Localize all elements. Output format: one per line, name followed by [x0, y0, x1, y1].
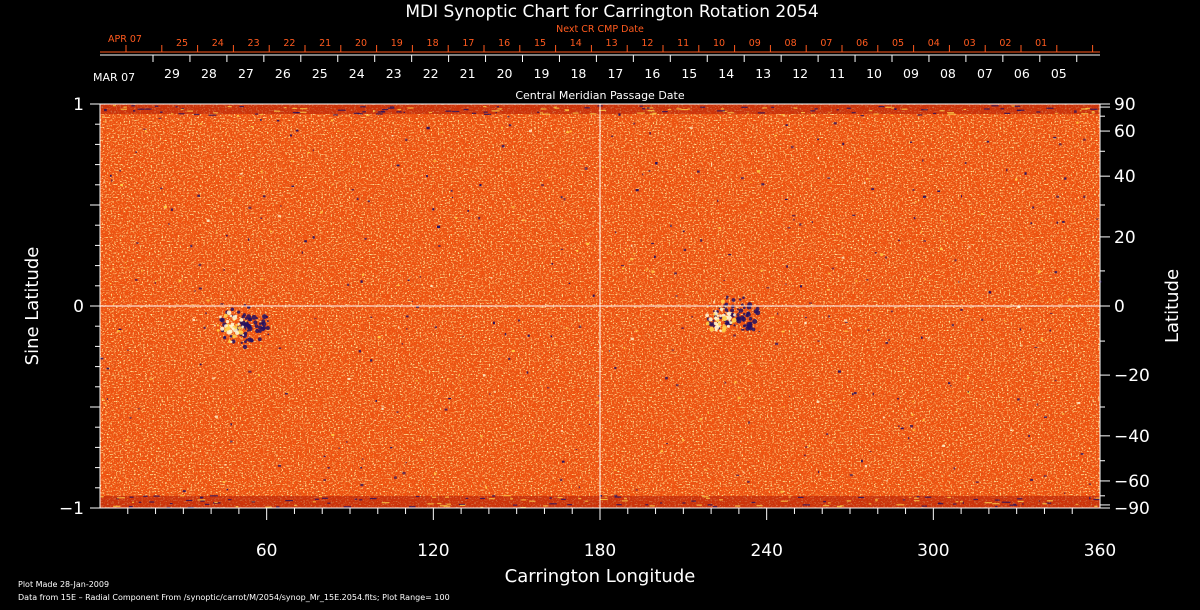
active-region-2 [705, 295, 761, 333]
next-cr-day-label: 07 [820, 38, 832, 49]
cmp-day-label: 05 [1051, 66, 1067, 81]
y-right-tick-label: −40 [1114, 427, 1150, 447]
next-cr-day-label: 25 [176, 38, 188, 49]
cmp-day-label: 14 [718, 66, 734, 81]
next-cr-day-label: 19 [391, 38, 403, 49]
next-cr-axis-title: Next CR CMP Date [556, 24, 644, 35]
next-cr-day-label: 08 [785, 38, 797, 49]
cmp-day-label: 27 [238, 66, 254, 81]
next-cr-day-label: 20 [355, 38, 367, 49]
next-cr-day-label: 05 [892, 38, 904, 49]
cmp-day-label: 29 [164, 66, 180, 81]
cmp-day-label: 13 [755, 66, 771, 81]
chart-title: MDI Synoptic Chart for Carrington Rotati… [405, 2, 818, 22]
next-cr-day-label: 23 [248, 38, 260, 49]
cmp-day-label: 28 [201, 66, 217, 81]
next-cr-day-label: 11 [677, 38, 689, 49]
next-cr-day-label: 10 [713, 38, 725, 49]
y-right-tick-label: 40 [1114, 167, 1136, 187]
cmp-day-label: 25 [312, 66, 328, 81]
active-region-1 [214, 304, 270, 350]
y-right-tick-label: −90 [1114, 499, 1150, 519]
y-left-tick-label: 0 [73, 297, 84, 317]
cmp-day-label: 06 [1014, 66, 1030, 81]
x-tick-label-60: 60 [256, 541, 278, 561]
cmp-day-label: 24 [349, 66, 365, 81]
x-tick-label-180: 180 [584, 541, 616, 561]
next-cr-day-label: 18 [427, 38, 439, 49]
x-tick-label-300: 300 [917, 541, 949, 561]
cmp-day-label: 09 [903, 66, 919, 81]
next-cr-day-label: 12 [641, 38, 653, 49]
cmp-axis-title: Central Meridian Passage Date [515, 89, 684, 102]
cmp-day-label: 07 [977, 66, 993, 81]
cmp-day-label: 26 [275, 66, 291, 81]
y-axis-left-label: Sine Latitude [22, 247, 43, 366]
y-right-tick-label: 60 [1114, 122, 1136, 142]
plot-made-note: Plot Made 28-Jan-2009 [18, 580, 110, 589]
next-cr-day-label: 21 [319, 38, 331, 49]
y-right-tick-label: −60 [1114, 472, 1150, 492]
next-cr-day-label: 13 [606, 38, 618, 49]
y-left-tick-label: 1 [73, 95, 84, 115]
y-right-tick-label: −20 [1114, 366, 1150, 386]
cmp-day-label: 17 [607, 66, 623, 81]
next-cr-day-label: 16 [498, 38, 510, 49]
cmp-day-label: 16 [644, 66, 660, 81]
cmp-day-label: 22 [423, 66, 439, 81]
cmp-day-label: 21 [460, 66, 476, 81]
x-tick-label-240: 240 [750, 541, 782, 561]
cmp-day-label: 11 [829, 66, 845, 81]
next-cr-day-label: 09 [749, 38, 761, 49]
next-cr-day-label: 01 [1035, 38, 1047, 49]
cmp-day-label: 23 [386, 66, 402, 81]
y-axis-right-label: Latitude [1162, 269, 1183, 343]
cmp-day-label: 20 [497, 66, 513, 81]
next-cr-day-label: 04 [928, 38, 940, 49]
x-tick-label-120: 120 [417, 541, 449, 561]
cmp-day-label: 19 [534, 66, 550, 81]
next-cr-day-label: 17 [462, 38, 474, 49]
cmp-day-label: 15 [681, 66, 697, 81]
cmp-day-label: 18 [570, 66, 586, 81]
y-right-tick-label: 0 [1114, 297, 1125, 317]
next-cr-day-label: 06 [856, 38, 868, 49]
y-right-tick-label: 90 [1114, 95, 1136, 115]
y-left-tick-label: −1 [59, 499, 84, 519]
x-tick-label-360: 360 [1084, 541, 1116, 561]
next-cr-month-label: APR 07 [108, 34, 142, 45]
cmp-month-label: MAR 07 [93, 71, 135, 84]
cmp-day-label: 08 [940, 66, 956, 81]
next-cr-day-label: 22 [283, 38, 295, 49]
next-cr-day-label: 03 [964, 38, 976, 49]
next-cr-day-label: 14 [570, 38, 582, 49]
x-axis-label: Carrington Longitude [505, 566, 696, 587]
cmp-day-label: 12 [792, 66, 808, 81]
next-cr-day-label: 24 [212, 38, 224, 49]
data-source-note: Data from 15E – Radial Component From /s… [18, 593, 450, 602]
cmp-day-label: 10 [866, 66, 882, 81]
next-cr-day-label: 02 [999, 38, 1011, 49]
y-right-tick-label: 20 [1114, 228, 1136, 248]
next-cr-day-label: 15 [534, 38, 546, 49]
